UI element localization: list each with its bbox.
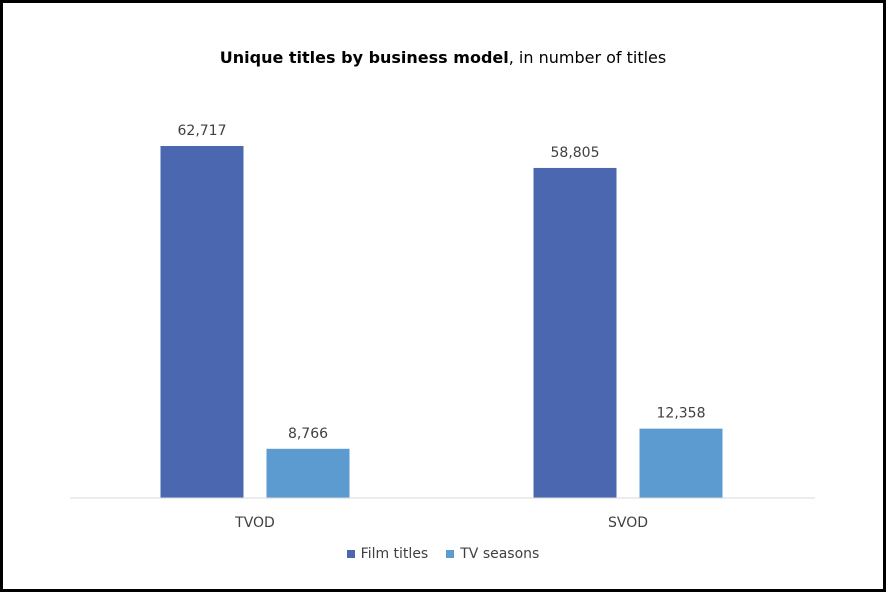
legend-swatch-tv-seasons (446, 550, 455, 558)
labels-layer: 62,717 58,805 8,766 12,358 TVOD SVOD (178, 123, 706, 531)
chart-title: Unique titles by business model, in numb… (0, 48, 886, 67)
bar-film-titles-tvod (160, 146, 244, 498)
data-label-tv-seasons-svod: 12,358 (657, 406, 706, 422)
legend-item-film-titles: Film titles (346, 546, 429, 562)
legend-item-tv-seasons: TV seasons (446, 546, 539, 562)
chart-title-bold: Unique titles by business model (219, 48, 509, 67)
legend-swatch-film-titles (346, 550, 355, 558)
category-label-tvod: TVOD (234, 515, 275, 531)
legend: Film titles TV seasons (0, 546, 886, 562)
chart-title-rest: , in number of titles (508, 48, 667, 67)
data-label-film-titles-tvod: 62,717 (178, 123, 227, 139)
legend-label-tv-seasons: TV seasons (460, 546, 540, 562)
bar-film-titles-svod (533, 167, 617, 498)
legend-label-film-titles: Film titles (360, 546, 429, 562)
data-label-tv-seasons-tvod: 8,766 (288, 426, 328, 442)
data-label-film-titles-svod: 58,805 (551, 145, 600, 161)
category-label-svod: SVOD (608, 515, 648, 531)
bar-tv-seasons-svod (639, 428, 723, 498)
bar-tv-seasons-tvod (266, 448, 350, 498)
bars-layer (160, 146, 723, 498)
